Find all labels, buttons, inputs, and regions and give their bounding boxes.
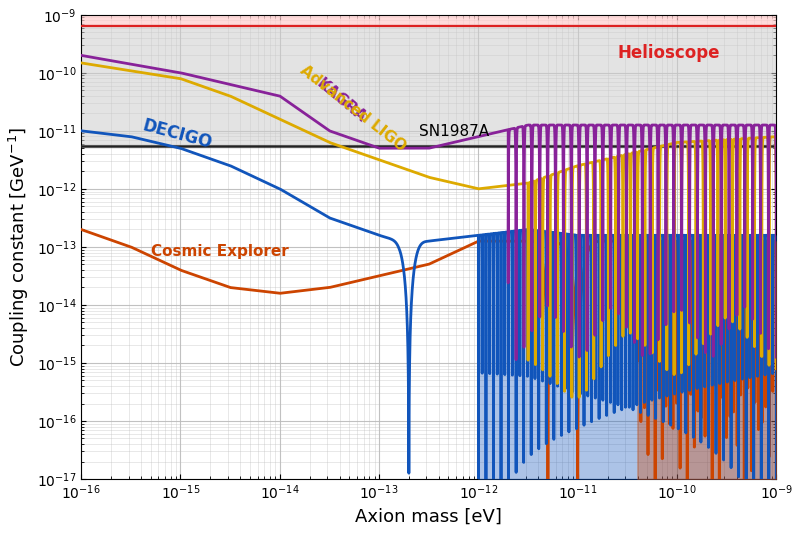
Text: Advanced LIGO: Advanced LIGO (298, 62, 409, 154)
Text: Cosmic Explorer: Cosmic Explorer (150, 244, 288, 259)
Text: DECIGO: DECIGO (141, 116, 214, 152)
Bar (81, 27, 776, 146)
Text: Helioscope: Helioscope (618, 44, 720, 62)
Text: SN1987A: SN1987A (418, 124, 489, 140)
Y-axis label: Coupling constant [GeV$^{-1}$]: Coupling constant [GeV$^{-1}$] (7, 127, 31, 367)
Text: KAGRA: KAGRA (314, 76, 369, 125)
Bar (81, 15, 776, 27)
X-axis label: Axion mass [eV]: Axion mass [eV] (355, 508, 502, 526)
